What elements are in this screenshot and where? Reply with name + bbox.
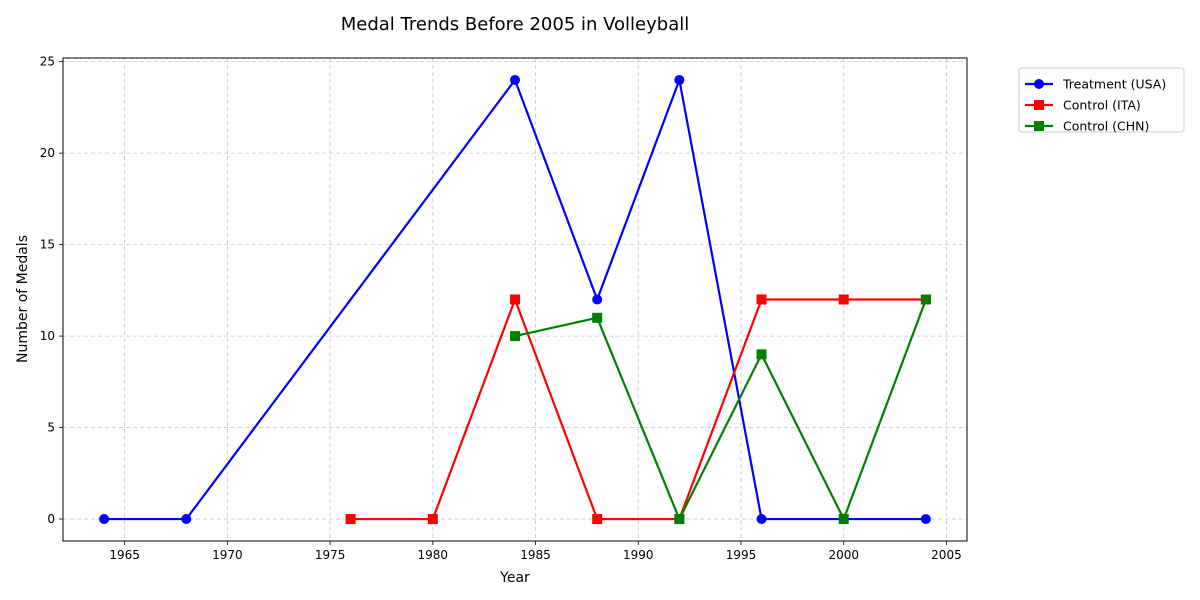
data-point bbox=[510, 74, 520, 85]
legend-marker bbox=[1034, 100, 1044, 110]
y-tick-label: 20 bbox=[40, 146, 55, 160]
data-point bbox=[427, 514, 438, 525]
legend-marker bbox=[1034, 121, 1044, 131]
series-line bbox=[350, 298, 926, 521]
data-point bbox=[756, 294, 767, 305]
legend-entry: Treatment (USA) bbox=[1025, 77, 1166, 92]
y-tick-label: 0 bbox=[47, 512, 55, 526]
x-tick-label: 1990 bbox=[623, 548, 654, 562]
data-point bbox=[920, 514, 931, 525]
data-point bbox=[838, 514, 849, 525]
y-tick-label: 25 bbox=[40, 55, 55, 69]
legend-entry: Control (ITA) bbox=[1025, 98, 1141, 113]
data-point bbox=[674, 74, 685, 85]
data-point bbox=[756, 514, 767, 525]
series-line bbox=[514, 299, 927, 521]
x-tick-label: 1965 bbox=[109, 548, 140, 562]
series-0 bbox=[99, 74, 931, 525]
data-point bbox=[756, 349, 767, 360]
x-tick-label: 1985 bbox=[520, 548, 551, 562]
x-tick-label: 2000 bbox=[828, 548, 859, 562]
legend-marker bbox=[1034, 79, 1044, 89]
grid-lines bbox=[63, 58, 967, 541]
y-axis-title: Number of Medals bbox=[15, 235, 31, 363]
series-group bbox=[99, 74, 931, 525]
data-point bbox=[345, 514, 356, 525]
data-point bbox=[99, 514, 110, 525]
data-point bbox=[838, 294, 849, 305]
y-tick-label: 5 bbox=[47, 421, 55, 435]
x-tick-label: 2005 bbox=[931, 548, 962, 562]
legend-box bbox=[1018, 67, 1185, 133]
chart-title: Medal Trends Before 2005 in Volleyball bbox=[341, 14, 690, 35]
series-2 bbox=[510, 294, 931, 525]
axes: 1965 1970 1975 1980 1985 1990 1995 2000 2005 0 5 10… bbox=[40, 55, 968, 562]
data-point bbox=[674, 514, 685, 525]
plot-frame bbox=[62, 57, 968, 542]
data-point bbox=[592, 514, 603, 525]
series-1 bbox=[345, 294, 931, 525]
legend: Treatment (USA) Control (ITA) Control (CHN… bbox=[1018, 67, 1185, 134]
x-tick-label: 1970 bbox=[212, 548, 243, 562]
data-point bbox=[920, 294, 931, 305]
data-point bbox=[510, 331, 520, 342]
legend-entry: Control (CHN) bbox=[1025, 119, 1149, 134]
data-point bbox=[592, 312, 603, 323]
data-point bbox=[510, 294, 520, 305]
x-axis-title: Year bbox=[499, 570, 530, 586]
data-point bbox=[592, 294, 603, 305]
x-tick-label: 1975 bbox=[315, 548, 346, 562]
x-tick-label: 1980 bbox=[418, 548, 449, 562]
y-tick-label: 15 bbox=[40, 238, 55, 252]
legend-label: Treatment (USA) bbox=[1062, 77, 1166, 92]
series-line bbox=[104, 78, 926, 521]
y-tick-label: 10 bbox=[40, 329, 55, 343]
x-tick-label: 1995 bbox=[726, 548, 757, 562]
data-point bbox=[181, 514, 192, 525]
legend-label: Control (CHN) bbox=[1063, 119, 1149, 134]
legend-label: Control (ITA) bbox=[1063, 98, 1141, 113]
